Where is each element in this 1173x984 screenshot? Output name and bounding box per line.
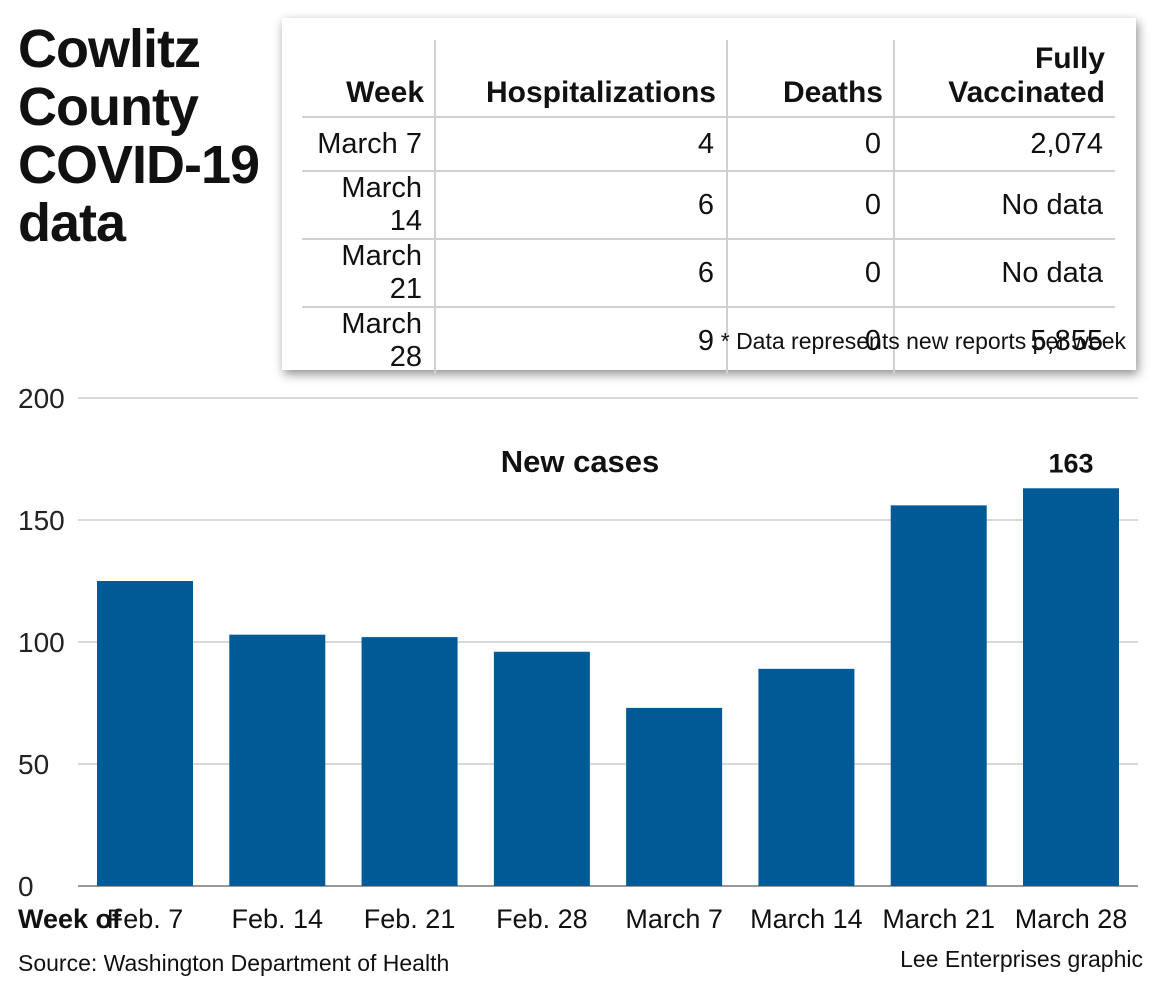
column-header-hospitalizations: Hospitalizations [434,40,727,118]
bar [493,651,590,886]
cell-vaccinated: 2,074 [893,117,1115,172]
x-tick-label: Feb. 21 [364,904,456,934]
cell-vaccinated: 5,855 [893,307,1115,374]
table-row: March 14 6 0 No data [302,171,1115,240]
cell-week: March 7 [302,117,435,172]
table-footnote: * Data represents new reports per week [720,328,1126,354]
chart-bars [97,488,1119,886]
cell-deaths: 0 [726,239,894,308]
table-row: March 28 9 0 5,855 [302,307,1115,374]
column-header-deaths: Deaths [726,40,894,118]
table-row: March 21 6 0 No data [302,239,1115,308]
bar [626,707,723,886]
title-line: Cowlitz [18,19,201,79]
x-tick-label: March 28 [1015,904,1128,934]
x-tick-label: Feb. 28 [496,904,588,934]
cell-hospitalizations: 4 [434,117,727,172]
y-tick-label: 150 [18,505,65,536]
y-tick-label: 200 [18,383,65,414]
bar-data-label: 163 [1048,448,1093,478]
bar [229,634,326,886]
column-header-fully-vaccinated: Fully Vaccinated [893,40,1115,118]
source-note: Source: Washington Department of Health [18,950,450,976]
y-tick-label: 100 [18,627,65,658]
cell-vaccinated: No data [893,239,1115,308]
y-tick-label: 50 [18,749,49,780]
x-tick-label: Feb. 7 [107,904,184,934]
credit-note: Lee Enterprises graphic [900,946,1143,972]
x-tick-label: March 21 [882,904,995,934]
bar [1023,488,1119,886]
cell-hospitalizations: 6 [434,239,727,308]
covid-data-table: Week Hospitalizations Deaths Fully Vaccin… [302,40,1115,374]
x-tick-label: March 14 [750,904,863,934]
cell-week: March 14 [302,171,435,240]
covid-data-table-card: Week Hospitalizations Deaths Fully Vaccin… [282,18,1136,374]
cell-deaths: 0 [726,307,894,374]
cell-deaths: 0 [726,117,894,172]
page-title: Cowlitz County COVID-19 data [18,20,268,252]
cell-vaccinated: No data [893,171,1115,240]
table-header-row: Week Hospitalizations Deaths Fully Vaccin… [302,40,1115,118]
y-tick-label: 0 [18,871,34,902]
title-line: data [18,193,126,253]
bar [890,505,987,886]
chart-labels: 0 50 100 150 200 Feb. 7 Feb. 14 Feb. 21 Feb. 28 M… [18,383,1127,934]
cell-week: March 21 [302,239,435,308]
title-line: County [18,77,199,137]
new-cases-bar-chart: 0 50 100 150 200 Feb. 7 Feb. 14 Feb. 21 Feb. 28 M… [18,383,1138,934]
bar [758,668,855,886]
bar [97,581,193,886]
x-axis-label: Week of [18,904,122,934]
cell-deaths: 0 [726,171,894,240]
x-tick-label: Feb. 14 [232,904,324,934]
title-line: COVID-19 [18,135,260,195]
column-header-week: Week [302,40,435,118]
chart-title: New cases [501,444,660,479]
table-row: March 7 4 0 2,074 [302,117,1115,172]
x-tick-label: March 7 [625,904,723,934]
bar [361,637,458,886]
cell-week: March 28 [341,308,422,373]
cell-hospitalizations: 9 [434,307,727,374]
cell-hospitalizations: 6 [434,171,727,240]
